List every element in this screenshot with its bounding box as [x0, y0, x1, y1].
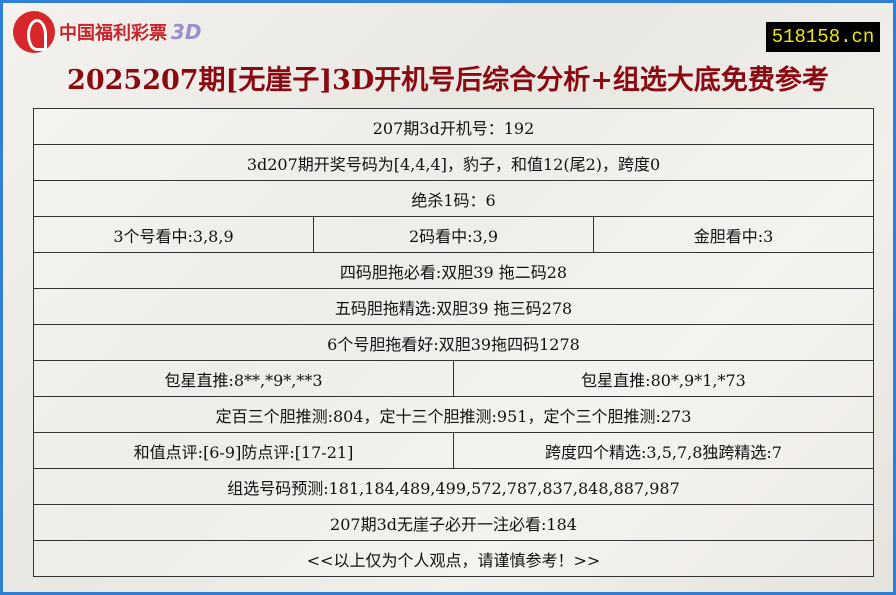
draw-result: 3d207期开奖号码为[4,4,4]，豹子，和值12(尾2)，跨度0	[32, 144, 875, 181]
table-row: 207期3d无崖子必开一注必看:184	[32, 504, 875, 541]
star-direct-1: 包星直推:8**,*9*,**3	[33, 360, 454, 397]
table-row: 包星直推:8**,*9*,**3 包星直推:80*,9*1,*73	[33, 360, 875, 397]
two-numbers: 2码看中:3,9	[313, 216, 594, 253]
gold-number: 金胆看中:3	[592, 216, 875, 253]
analysis-table: 207期3d开机号：192 3d207期开奖号码为[4,4,4]，豹子，和值12…	[32, 108, 875, 577]
site-badge: 518158.cn	[766, 22, 880, 52]
span-pick: 跨度四个精选:3,5,7,8独跨精选:7	[452, 432, 875, 469]
table-row: 五码胆拖精选:双胆39 拖三码278	[32, 288, 875, 325]
four-code: 四码胆拖必看:双胆39 拖二码28	[32, 252, 875, 289]
page-title: 2025207期[无崖子]3D开机号后综合分析+组选大底免费参考	[67, 65, 829, 96]
table-row: 四码胆拖必看:双胆39 拖二码28	[32, 252, 875, 289]
logo-text: 中国福利彩票	[59, 23, 167, 44]
welfare-lottery-logo-icon	[13, 11, 55, 53]
table-row: <<以上仅为个人观点，请谨慎参考！>>	[32, 540, 875, 577]
group-prediction: 组选号码预测:181,184,489,499,572,787,837,848,8…	[32, 468, 875, 505]
table-row: 绝杀1码：6	[32, 180, 875, 217]
open-number: 207期3d开机号：192	[32, 108, 875, 145]
table-row: 和值点评:[6-9]防点评:[17-21] 跨度四个精选:3,5,7,8独跨精选…	[33, 432, 875, 469]
table-row: 6个号胆拖看好:双胆39拖四码1278	[32, 324, 875, 361]
kill-one: 绝杀1码：6	[32, 180, 875, 217]
table-row: 207期3d开机号：192	[32, 108, 875, 145]
must-pick: 207期3d无崖子必开一注必看:184	[32, 504, 875, 541]
sum-comment: 和值点评:[6-9]防点评:[17-21]	[33, 432, 454, 469]
table-row: 组选号码预测:181,184,489,499,572,787,837,848,8…	[32, 468, 875, 505]
logo-3d: 3D	[171, 20, 202, 44]
disclaimer: <<以上仅为个人观点，请谨慎参考！>>	[32, 540, 875, 577]
table-row: 3d207期开奖号码为[4,4,4]，豹子，和值12(尾2)，跨度0	[32, 144, 875, 181]
six-code: 6个号胆拖看好:双胆39拖四码1278	[32, 324, 875, 361]
position-guess: 定百三个胆推测:804，定十三个胆推测:951，定个三个胆推测:273	[32, 396, 875, 433]
table-row: 定百三个胆推测:804，定十三个胆推测:951，定个三个胆推测:273	[32, 396, 875, 433]
logo: 中国福利彩票 3D	[13, 11, 202, 53]
three-numbers: 3个号看中:3,8,9	[33, 216, 314, 253]
table-row: 3个号看中:3,8,9 2码看中:3,9 金胆看中:3	[33, 216, 875, 253]
five-code: 五码胆拖精选:双胆39 拖三码278	[32, 288, 875, 325]
star-direct-2: 包星直推:80*,9*1,*73	[452, 360, 875, 397]
